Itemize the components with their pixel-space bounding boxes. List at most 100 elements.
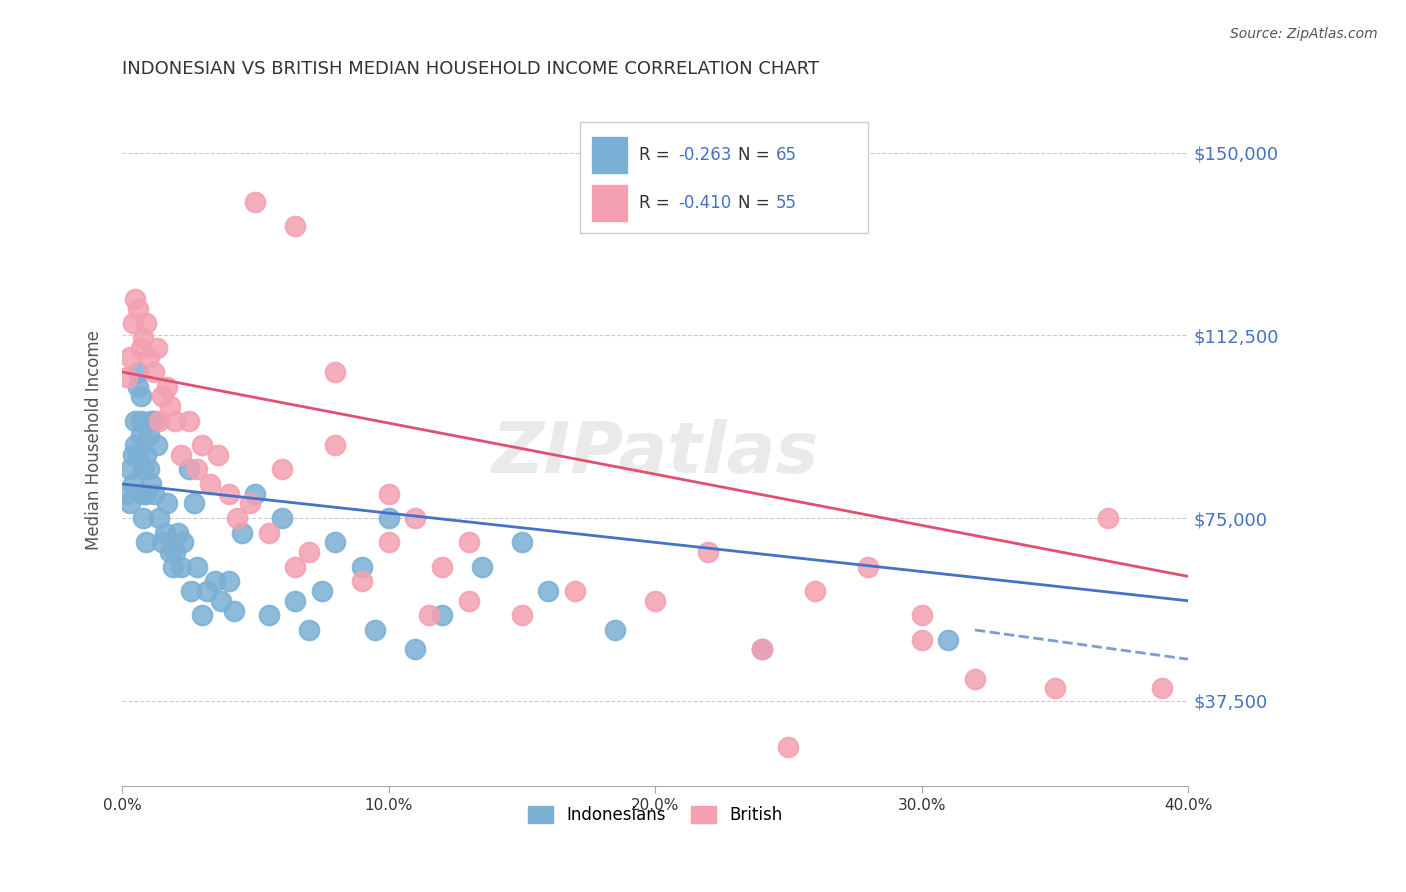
Indonesians [537, 584, 560, 599]
British [129, 341, 152, 355]
British [284, 219, 307, 233]
Indonesians [364, 623, 387, 637]
British [191, 438, 214, 452]
Indonesians [141, 477, 163, 491]
FancyBboxPatch shape [581, 122, 869, 233]
British [186, 462, 208, 476]
Indonesians [936, 632, 959, 647]
Indonesians [145, 438, 167, 452]
Indonesians [605, 623, 627, 637]
Indonesians [141, 414, 163, 428]
Indonesians [165, 545, 187, 559]
Indonesians [430, 608, 453, 623]
British [118, 351, 141, 365]
Indonesians [129, 389, 152, 403]
Indonesians [350, 559, 373, 574]
Indonesians [510, 535, 533, 549]
Text: 55: 55 [776, 194, 797, 212]
Text: R =: R = [640, 145, 675, 163]
British [127, 301, 149, 316]
Indonesians [135, 486, 157, 500]
Text: R =: R = [640, 194, 675, 212]
British [1097, 511, 1119, 525]
Legend: Indonesians, British: Indonesians, British [520, 798, 790, 833]
Indonesians [162, 559, 184, 574]
Indonesians [150, 535, 173, 549]
Indonesians [271, 511, 294, 525]
British [165, 414, 187, 428]
Indonesians [751, 642, 773, 657]
Text: ZIPatlas: ZIPatlas [492, 419, 818, 489]
British [121, 316, 143, 330]
Indonesians [191, 608, 214, 623]
Indonesians [153, 525, 176, 540]
Indonesians [138, 462, 160, 476]
British [418, 608, 440, 623]
British [145, 341, 167, 355]
Indonesians [186, 559, 208, 574]
Indonesians [129, 414, 152, 428]
Indonesians [132, 511, 155, 525]
Indonesians [117, 486, 139, 500]
Indonesians [138, 428, 160, 442]
Indonesians [177, 462, 200, 476]
Indonesians [124, 438, 146, 452]
British [225, 511, 247, 525]
British [143, 365, 166, 379]
British [858, 559, 880, 574]
Indonesians [195, 584, 218, 599]
British [644, 594, 666, 608]
British [207, 448, 229, 462]
Indonesians [132, 462, 155, 476]
British [963, 672, 986, 686]
British [1043, 681, 1066, 696]
British [298, 545, 321, 559]
Indonesians [471, 559, 494, 574]
Indonesians [218, 574, 240, 589]
British [430, 559, 453, 574]
British [239, 496, 262, 510]
British [910, 608, 932, 623]
Indonesians [222, 603, 245, 617]
Indonesians [121, 477, 143, 491]
FancyBboxPatch shape [591, 136, 628, 174]
British [124, 292, 146, 306]
Indonesians [231, 525, 253, 540]
Indonesians [172, 535, 194, 549]
British [117, 369, 139, 384]
British [156, 379, 179, 393]
British [132, 331, 155, 345]
Indonesians [404, 642, 426, 657]
Indonesians [127, 379, 149, 393]
British [170, 448, 193, 462]
Indonesians [127, 365, 149, 379]
Text: -0.410: -0.410 [679, 194, 731, 212]
British [457, 535, 479, 549]
British [138, 351, 160, 365]
British [910, 632, 932, 647]
British [377, 535, 399, 549]
British [148, 414, 170, 428]
Indonesians [298, 623, 321, 637]
Indonesians [135, 448, 157, 462]
British [257, 525, 280, 540]
Y-axis label: Median Household Income: Median Household Income [86, 330, 103, 550]
British [804, 584, 827, 599]
British [510, 608, 533, 623]
Indonesians [204, 574, 226, 589]
Text: Source: ZipAtlas.com: Source: ZipAtlas.com [1230, 27, 1378, 41]
Indonesians [323, 535, 346, 549]
FancyBboxPatch shape [591, 185, 628, 222]
Indonesians [170, 559, 193, 574]
Text: INDONESIAN VS BRITISH MEDIAN HOUSEHOLD INCOME CORRELATION CHART: INDONESIAN VS BRITISH MEDIAN HOUSEHOLD I… [122, 60, 820, 78]
British [271, 462, 294, 476]
British [1150, 681, 1173, 696]
British [198, 477, 221, 491]
Indonesians [180, 584, 202, 599]
Indonesians [124, 414, 146, 428]
Text: N =: N = [738, 194, 775, 212]
Indonesians [121, 448, 143, 462]
Indonesians [257, 608, 280, 623]
British [377, 486, 399, 500]
British [323, 365, 346, 379]
